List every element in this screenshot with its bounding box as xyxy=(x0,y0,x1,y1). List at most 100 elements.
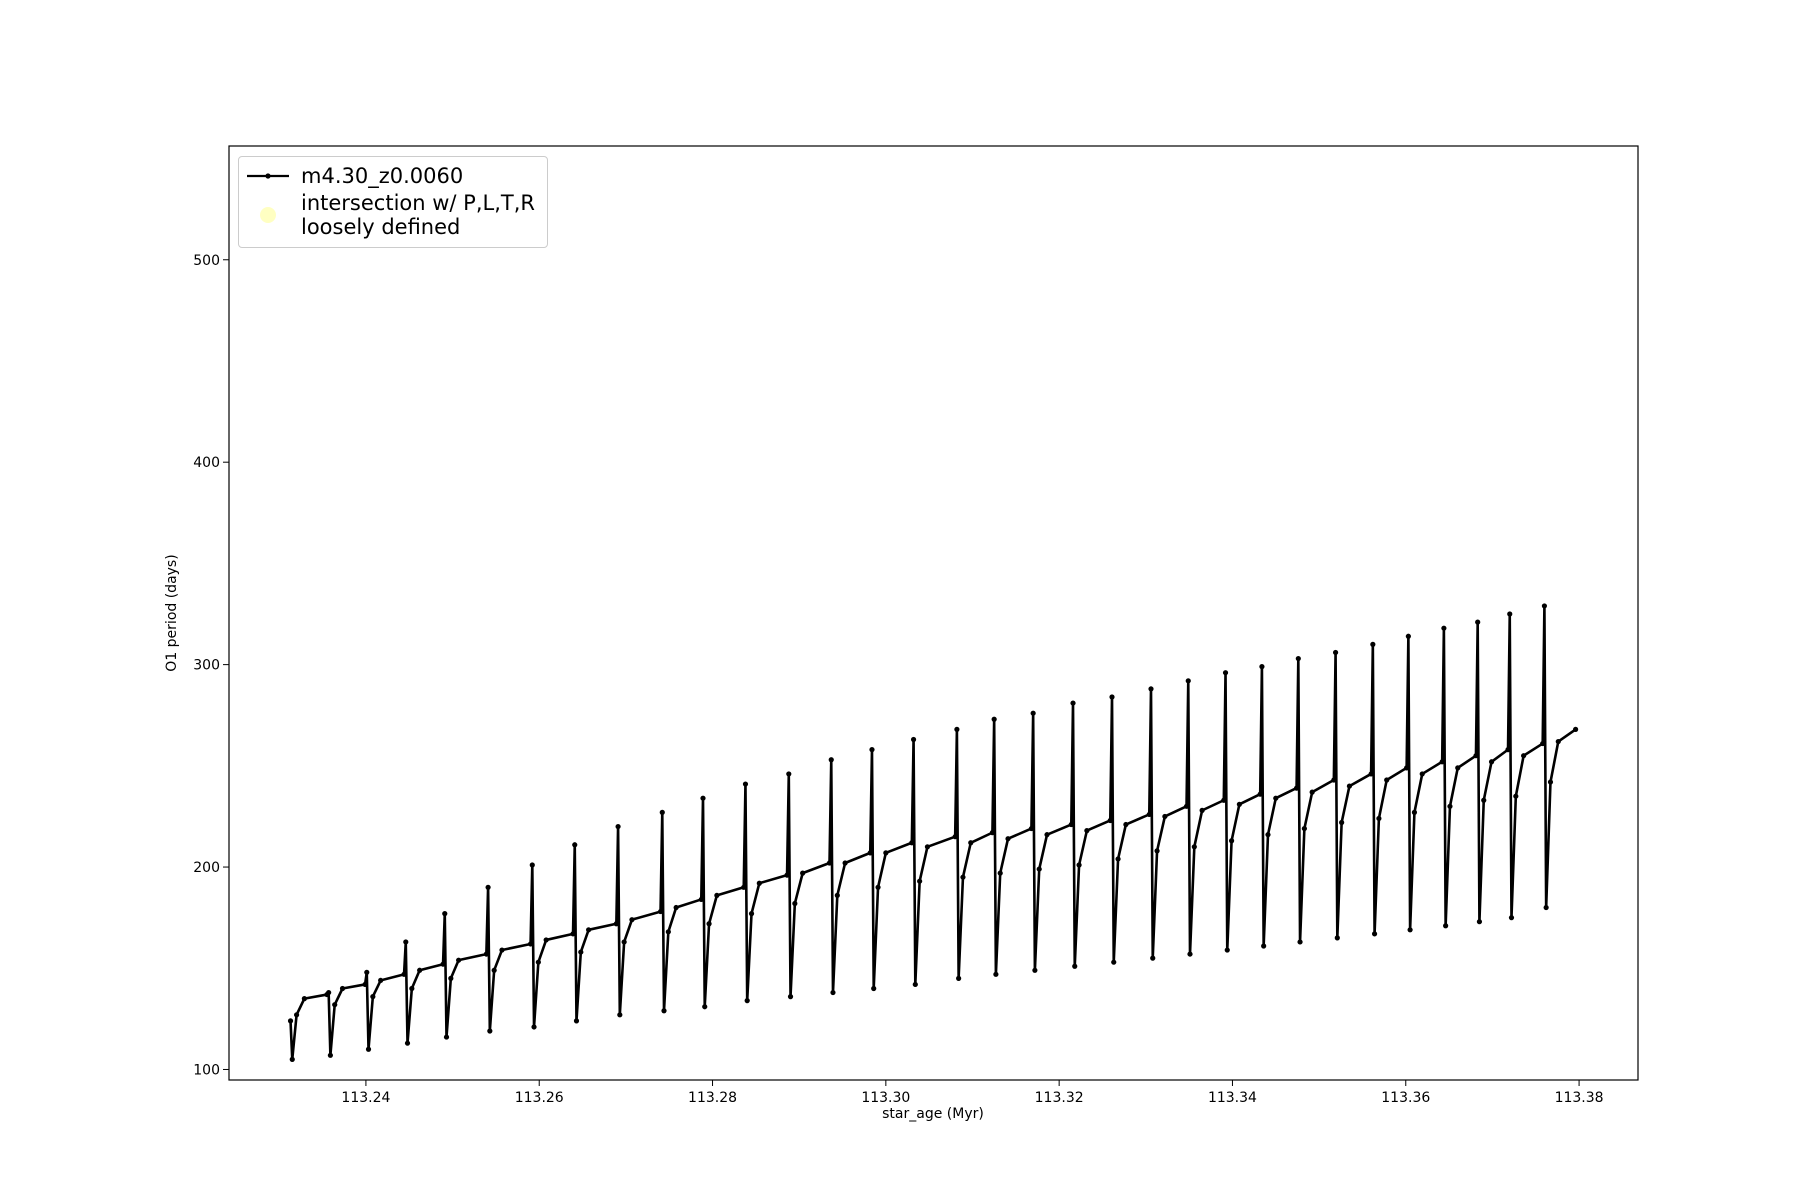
series-marker xyxy=(991,716,997,722)
x-tick-label: 113.32 xyxy=(1035,1090,1084,1106)
series-marker xyxy=(993,971,999,977)
series-marker xyxy=(529,862,535,868)
series-marker xyxy=(909,840,915,846)
series-marker xyxy=(842,860,848,866)
series-marker xyxy=(828,757,834,763)
series-marker xyxy=(617,1012,623,1018)
series-marker xyxy=(1476,919,1483,925)
series-marker xyxy=(289,1056,295,1062)
series-line xyxy=(289,604,1577,1061)
series-marker xyxy=(364,969,370,975)
series-marker xyxy=(1297,939,1303,945)
x-axis-label: star_age (Myr) xyxy=(882,1106,984,1122)
series-marker xyxy=(293,1012,300,1018)
series-marker xyxy=(1481,797,1487,803)
series-marker xyxy=(615,823,621,830)
series-marker xyxy=(1441,625,1447,631)
series-marker xyxy=(952,834,958,840)
series-marker xyxy=(1475,619,1481,625)
series-marker xyxy=(883,850,889,856)
series-marker xyxy=(741,884,747,890)
series-marker xyxy=(613,921,619,927)
legend-entry: intersection w/ P,L,T,R loosely defined xyxy=(239,191,547,239)
series-marker xyxy=(1331,777,1337,783)
series-marker xyxy=(1521,753,1527,759)
plot-frame xyxy=(228,145,1639,1081)
series-marker xyxy=(326,989,332,996)
series-marker xyxy=(968,840,974,846)
series-marker xyxy=(621,939,627,945)
series-marker xyxy=(792,900,798,907)
series-marker xyxy=(910,736,917,743)
series-marker xyxy=(578,949,584,955)
series-marker xyxy=(1334,935,1340,941)
series-marker xyxy=(1183,803,1190,809)
series-marker xyxy=(1221,797,1227,803)
y-axis-label: O1 period (days) xyxy=(164,554,180,671)
series-marker xyxy=(1541,603,1548,609)
x-tick-label: 113.28 xyxy=(688,1090,737,1106)
series-marker xyxy=(491,967,497,973)
series-marker xyxy=(443,1034,450,1040)
series-marker xyxy=(1419,771,1425,777)
series-marker xyxy=(378,977,384,984)
series-marker xyxy=(1228,838,1235,844)
series-marker xyxy=(1150,955,1156,961)
series-marker xyxy=(702,1004,708,1010)
series-marker xyxy=(1187,951,1193,957)
series-marker xyxy=(448,975,454,981)
series-marker xyxy=(826,860,833,866)
series-marker xyxy=(1146,811,1152,818)
series-marker xyxy=(339,985,346,992)
series-marker xyxy=(1070,700,1076,706)
series-marker xyxy=(1346,783,1353,789)
series-marker xyxy=(1111,959,1117,965)
series-marker xyxy=(332,1002,338,1008)
series-marker xyxy=(744,998,750,1004)
series-marker xyxy=(365,1046,372,1052)
legend-entry: m4.30_z0.0060 xyxy=(239,163,547,189)
series-marker xyxy=(698,896,704,903)
series-marker xyxy=(1443,923,1449,929)
series-marker xyxy=(1505,747,1511,753)
series-marker xyxy=(1540,740,1546,747)
series-marker xyxy=(1084,828,1090,834)
series-marker xyxy=(784,872,790,878)
series-marker xyxy=(867,850,873,856)
series-marker xyxy=(1404,765,1410,771)
series-marker xyxy=(917,878,923,884)
series-marker xyxy=(714,892,720,898)
series-marker xyxy=(742,781,749,787)
series-marker xyxy=(440,961,446,967)
series-marker xyxy=(1032,967,1038,973)
legend-marker xyxy=(260,207,276,223)
series-marker xyxy=(586,927,592,933)
y-tick-label: 500 xyxy=(193,253,220,269)
series-marker xyxy=(1148,686,1154,692)
series-marker xyxy=(1259,664,1265,670)
series-marker xyxy=(786,771,792,777)
series-marker xyxy=(1309,789,1315,795)
series-marker xyxy=(1185,678,1191,684)
series-marker xyxy=(659,809,665,815)
series-marker xyxy=(1384,777,1390,783)
series-marker xyxy=(1370,641,1376,647)
series-marker xyxy=(1076,862,1082,868)
series-marker xyxy=(483,951,489,957)
series-marker xyxy=(629,917,635,923)
series-marker xyxy=(572,842,578,848)
series-marker xyxy=(1447,803,1453,809)
series-marker xyxy=(1455,765,1461,771)
series-marker xyxy=(1555,738,1561,745)
series-marker xyxy=(1030,710,1036,716)
series-marker xyxy=(370,993,376,1000)
series-marker xyxy=(401,971,407,977)
series-marker xyxy=(362,981,368,988)
series-marker xyxy=(499,947,505,953)
series-marker xyxy=(1191,844,1197,850)
series-marker xyxy=(1407,927,1413,933)
series-marker xyxy=(1543,904,1549,911)
series-marker xyxy=(1236,801,1242,807)
series-marker xyxy=(1028,825,1035,832)
